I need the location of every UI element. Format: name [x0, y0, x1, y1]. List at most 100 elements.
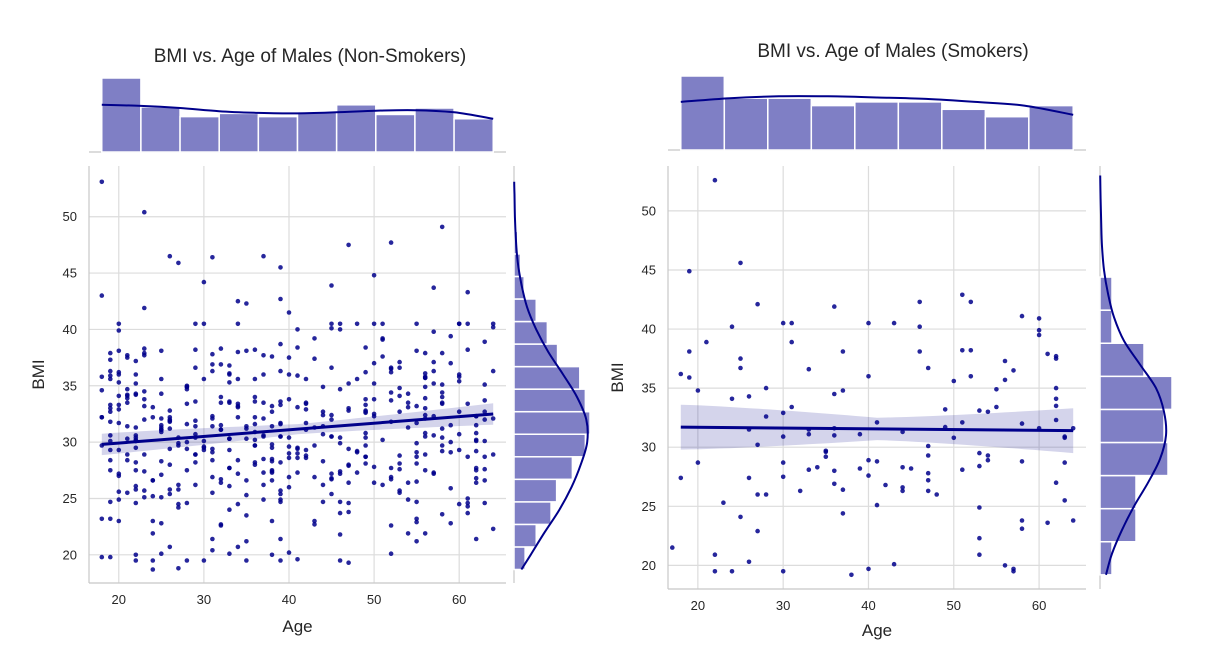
scatter-point	[968, 348, 974, 353]
scatter-point	[261, 253, 266, 259]
side-hist-bar	[513, 456, 574, 481]
scatter-point	[456, 447, 462, 453]
scatter-point	[414, 539, 419, 544]
scatter-point	[994, 404, 999, 410]
scatter-point	[218, 477, 224, 482]
scatter-point	[337, 499, 343, 505]
scatter-point	[142, 469, 147, 474]
scatter-point	[244, 492, 249, 498]
scatter-point	[1062, 460, 1067, 465]
scatter-point	[422, 371, 428, 376]
scatter-point	[346, 480, 351, 486]
scatter-point	[900, 485, 905, 490]
scatter-point	[482, 438, 488, 444]
scatter-point	[473, 480, 479, 486]
scatter-point	[797, 488, 803, 494]
scatter-point	[193, 460, 198, 465]
scatter-point	[167, 408, 173, 413]
scatter-point	[414, 450, 419, 455]
scatter-point	[218, 523, 224, 528]
scatter-point	[252, 460, 258, 465]
scatter-point	[150, 478, 156, 483]
scatter-point	[806, 431, 812, 437]
scatter-point	[891, 320, 897, 326]
scatter-point	[320, 482, 326, 488]
scatter-point	[1036, 332, 1042, 338]
top-hist-bar	[767, 97, 813, 151]
scatter-point	[133, 552, 139, 558]
scatter-point	[721, 500, 726, 506]
scatter-point	[133, 500, 139, 506]
scatter-point	[414, 321, 419, 327]
top-hist-bar	[257, 115, 299, 153]
scatter-point	[482, 382, 488, 387]
scatter-point	[465, 510, 471, 516]
scatter-point	[320, 384, 326, 390]
scatter-point	[201, 438, 207, 444]
scatter-point	[261, 416, 266, 421]
scatter-point	[244, 301, 249, 306]
scatter-point	[422, 468, 428, 473]
scatter-point	[278, 341, 283, 347]
scatter-point	[346, 406, 351, 411]
scatter-point	[405, 497, 411, 502]
scatter-point	[960, 420, 965, 425]
scatter-point	[261, 482, 266, 488]
scatter-point	[167, 491, 173, 497]
scatter-point	[422, 434, 428, 439]
scatter-point	[354, 376, 360, 382]
scatter-point	[320, 431, 326, 437]
scatter-point	[977, 463, 982, 469]
scatter-point	[874, 420, 880, 425]
chart-title-smokers: BMI vs. Age of Males (Smokers)	[757, 41, 1028, 62]
scatter-point	[108, 357, 113, 363]
scatter-point	[108, 419, 113, 425]
scatter-point	[380, 321, 385, 327]
scatter-point	[167, 253, 173, 259]
scatter-point	[108, 499, 113, 505]
scatter-point	[482, 454, 488, 460]
scatter-point	[925, 443, 931, 449]
scatter-point	[448, 333, 454, 339]
scatter-point	[431, 359, 437, 365]
side-hist-bar	[513, 523, 537, 548]
scatter-point	[261, 470, 266, 475]
scatter-point	[337, 440, 343, 446]
scatter-point	[695, 388, 701, 393]
scatter-point	[789, 404, 794, 410]
scatter-point	[116, 321, 122, 327]
scatter-point	[235, 349, 241, 355]
scatter-point	[363, 443, 368, 448]
scatter-point	[1036, 316, 1042, 321]
scatter-point	[363, 345, 368, 350]
scatter-point	[337, 469, 343, 474]
top-hist-bar	[453, 118, 494, 153]
scatter-point	[380, 337, 385, 342]
scatter-point	[789, 320, 794, 326]
scatter-point	[201, 444, 207, 449]
scatter-point	[346, 381, 351, 386]
scatter-point	[133, 391, 139, 397]
scatter-point	[286, 484, 292, 490]
scatter-point	[133, 483, 139, 489]
scatter-point	[960, 348, 965, 353]
y-axis-label: BMI	[608, 362, 627, 392]
scatter-point	[278, 265, 283, 270]
scatter-point	[184, 383, 190, 389]
scatter-point	[832, 391, 837, 397]
scatter-point	[397, 490, 402, 496]
scatter-point	[371, 273, 377, 278]
scatter-point	[414, 479, 419, 484]
scatter-point	[695, 460, 701, 465]
y-tick-label: 40	[63, 322, 77, 337]
scatter-point	[184, 401, 190, 407]
top-hist-bar	[854, 101, 900, 151]
scatter-point	[363, 454, 368, 460]
scatter-point	[789, 339, 794, 345]
scatter-point	[159, 416, 164, 421]
scatter-point	[840, 349, 846, 354]
scatter-point	[363, 369, 368, 375]
top-hist-bar	[296, 111, 338, 153]
scatter-point	[414, 440, 419, 446]
scatter-point	[227, 363, 232, 368]
